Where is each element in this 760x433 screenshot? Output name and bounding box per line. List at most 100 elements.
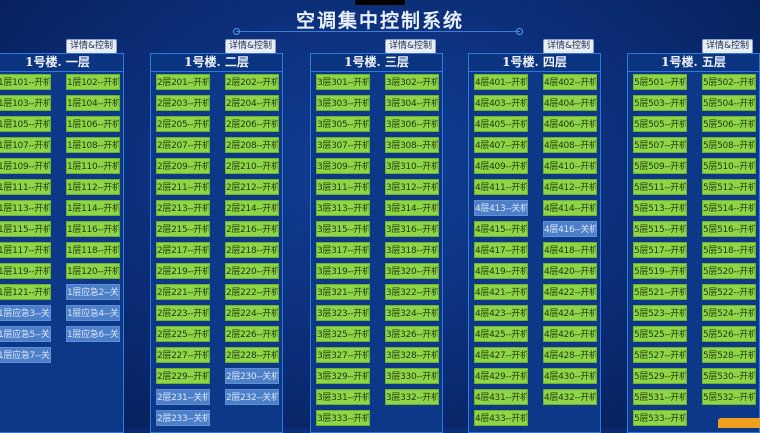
ac-unit-on[interactable]: 3层317--开机 — [316, 242, 370, 258]
ac-unit-off[interactable]: 1层应急6--关机 — [66, 326, 120, 342]
ac-unit-on[interactable]: 4层421--开机 — [474, 284, 528, 300]
ac-unit-on[interactable]: 5层517--开机 — [633, 242, 687, 258]
ac-unit-on[interactable]: 1层120--开机 — [66, 263, 120, 279]
ac-unit-on[interactable]: 1层106--开机 — [66, 116, 120, 132]
ac-unit-on[interactable]: 3层320--开机 — [385, 263, 439, 279]
ac-unit-on[interactable]: 4层411--开机 — [474, 179, 528, 195]
ac-unit-on[interactable]: 3层307--开机 — [316, 137, 370, 153]
ac-unit-on[interactable]: 5层514--开机 — [702, 200, 756, 216]
ac-unit-on[interactable]: 5层527--开机 — [633, 347, 687, 363]
ac-unit-on[interactable]: 3层332--开机 — [385, 389, 439, 405]
ac-unit-on[interactable]: 3层304--开机 — [385, 95, 439, 111]
ac-unit-on[interactable]: 3层325--开机 — [316, 326, 370, 342]
ac-unit-on[interactable]: 2层212--开机 — [225, 179, 279, 195]
ac-unit-on[interactable]: 4层404--开机 — [543, 95, 597, 111]
ac-unit-on[interactable]: 5层506--开机 — [702, 116, 756, 132]
ac-unit-on[interactable]: 2层221--开机 — [156, 284, 210, 300]
ac-unit-on[interactable]: 5层501--开机 — [633, 74, 687, 90]
ac-unit-on[interactable]: 2层220--开机 — [225, 263, 279, 279]
ac-unit-on[interactable]: 2层203--开机 — [156, 95, 210, 111]
ac-unit-on[interactable]: 2层223--开机 — [156, 305, 210, 321]
ac-unit-on[interactable]: 2层216--开机 — [225, 221, 279, 237]
ac-unit-on[interactable]: 5层526--开机 — [702, 326, 756, 342]
detail-control-button[interactable]: 详情&控制 — [66, 39, 118, 54]
ac-unit-on[interactable]: 2层219--开机 — [156, 263, 210, 279]
ac-unit-off[interactable]: 1层应急2--关机 — [66, 284, 120, 300]
ac-unit-on[interactable]: 4层433--开机 — [474, 410, 528, 426]
ac-unit-off[interactable]: 1层应急7--关机 — [0, 347, 51, 363]
ac-unit-on[interactable]: 5层522--开机 — [702, 284, 756, 300]
ac-unit-on[interactable]: 5层530--开机 — [702, 368, 756, 384]
ac-unit-on[interactable]: 5层507--开机 — [633, 137, 687, 153]
ac-unit-on[interactable]: 3层323--开机 — [316, 305, 370, 321]
ac-unit-on[interactable]: 3层308--开机 — [385, 137, 439, 153]
ac-unit-on[interactable]: 1层115--开机 — [0, 221, 51, 237]
ac-unit-on[interactable]: 5层512--开机 — [702, 179, 756, 195]
ac-unit-on[interactable]: 2层208--开机 — [225, 137, 279, 153]
ac-unit-on[interactable]: 4层431--开机 — [474, 389, 528, 405]
ac-unit-on[interactable]: 5层510--开机 — [702, 158, 756, 174]
ac-unit-on[interactable]: 4层430--开机 — [543, 368, 597, 384]
ac-unit-on[interactable]: 5层529--开机 — [633, 368, 687, 384]
ac-unit-on[interactable]: 5层516--开机 — [702, 221, 756, 237]
ac-unit-on[interactable]: 2层222--开机 — [225, 284, 279, 300]
ac-unit-on[interactable]: 1层113--开机 — [0, 200, 51, 216]
ac-unit-on[interactable]: 1层117--开机 — [0, 242, 51, 258]
ac-unit-on[interactable]: 4层401--开机 — [474, 74, 528, 90]
ac-unit-on[interactable]: 3层314--开机 — [385, 200, 439, 216]
ac-unit-on[interactable]: 4层409--开机 — [474, 158, 528, 174]
ac-unit-on[interactable]: 1层119--开机 — [0, 263, 51, 279]
ac-unit-on[interactable]: 2层202--开机 — [225, 74, 279, 90]
ac-unit-on[interactable]: 2层218--开机 — [225, 242, 279, 258]
ac-unit-on[interactable]: 4层415--开机 — [474, 221, 528, 237]
ac-unit-on[interactable]: 3层315--开机 — [316, 221, 370, 237]
ac-unit-on[interactable]: 1层118--开机 — [66, 242, 120, 258]
ac-unit-on[interactable]: 3层310--开机 — [385, 158, 439, 174]
ac-unit-on[interactable]: 4层414--开机 — [543, 200, 597, 216]
ac-unit-on[interactable]: 4层432--开机 — [543, 389, 597, 405]
ac-unit-on[interactable]: 5层508--开机 — [702, 137, 756, 153]
ac-unit-on[interactable]: 5层528--开机 — [702, 347, 756, 363]
ac-unit-on[interactable]: 3层324--开机 — [385, 305, 439, 321]
ac-unit-on[interactable]: 5层531--开机 — [633, 389, 687, 405]
ac-unit-on[interactable]: 2层211--开机 — [156, 179, 210, 195]
ac-unit-on[interactable]: 4层422--开机 — [543, 284, 597, 300]
ac-unit-on[interactable]: 2层209--开机 — [156, 158, 210, 174]
ac-unit-on[interactable]: 1层109--开机 — [0, 158, 51, 174]
ac-unit-on[interactable]: 4层428--开机 — [543, 347, 597, 363]
ac-unit-on[interactable]: 3层302--开机 — [385, 74, 439, 90]
ac-unit-on[interactable]: 3层303--开机 — [316, 95, 370, 111]
ac-unit-on[interactable]: 1层110--开机 — [66, 158, 120, 174]
ac-unit-off[interactable]: 1层应急5--关机 — [0, 326, 51, 342]
ac-unit-on[interactable]: 1层116--开机 — [66, 221, 120, 237]
ac-unit-on[interactable]: 1层102--开机 — [66, 74, 120, 90]
ac-unit-on[interactable]: 2层225--开机 — [156, 326, 210, 342]
ac-unit-on[interactable]: 2层224--开机 — [225, 305, 279, 321]
ac-unit-on[interactable]: 1层104--开机 — [66, 95, 120, 111]
ac-unit-on[interactable]: 1层101--开机 — [0, 74, 51, 90]
ac-unit-on[interactable]: 4层402--开机 — [543, 74, 597, 90]
ac-unit-off[interactable]: 1层应急3--关机 — [0, 305, 51, 321]
ac-unit-on[interactable]: 4层407--开机 — [474, 137, 528, 153]
ac-unit-on[interactable]: 3层322--开机 — [385, 284, 439, 300]
ac-unit-on[interactable]: 2层213--开机 — [156, 200, 210, 216]
ac-unit-on[interactable]: 4层424--开机 — [543, 305, 597, 321]
ac-unit-on[interactable]: 4层426--开机 — [543, 326, 597, 342]
ac-unit-on[interactable]: 5层505--开机 — [633, 116, 687, 132]
ac-unit-off[interactable]: 1层应急4--关机 — [66, 305, 120, 321]
ac-unit-on[interactable]: 4层403--开机 — [474, 95, 528, 111]
ac-unit-on[interactable]: 4层405--开机 — [474, 116, 528, 132]
ac-unit-on[interactable]: 1层114--开机 — [66, 200, 120, 216]
ac-unit-on[interactable]: 4层429--开机 — [474, 368, 528, 384]
ac-unit-on[interactable]: 4层419--开机 — [474, 263, 528, 279]
ac-unit-on[interactable]: 3层333--开机 — [316, 410, 370, 426]
ac-unit-on[interactable]: 2层226--开机 — [225, 326, 279, 342]
ac-unit-on[interactable]: 1层112--开机 — [66, 179, 120, 195]
ac-unit-on[interactable]: 4层425--开机 — [474, 326, 528, 342]
ac-unit-on[interactable]: 4层408--开机 — [543, 137, 597, 153]
ac-unit-on[interactable]: 1层103--开机 — [0, 95, 51, 111]
ac-unit-on[interactable]: 3层328--开机 — [385, 347, 439, 363]
ac-unit-on[interactable]: 5层519--开机 — [633, 263, 687, 279]
ac-unit-on[interactable]: 1层107--开机 — [0, 137, 51, 153]
ac-unit-on[interactable]: 2层205--开机 — [156, 116, 210, 132]
